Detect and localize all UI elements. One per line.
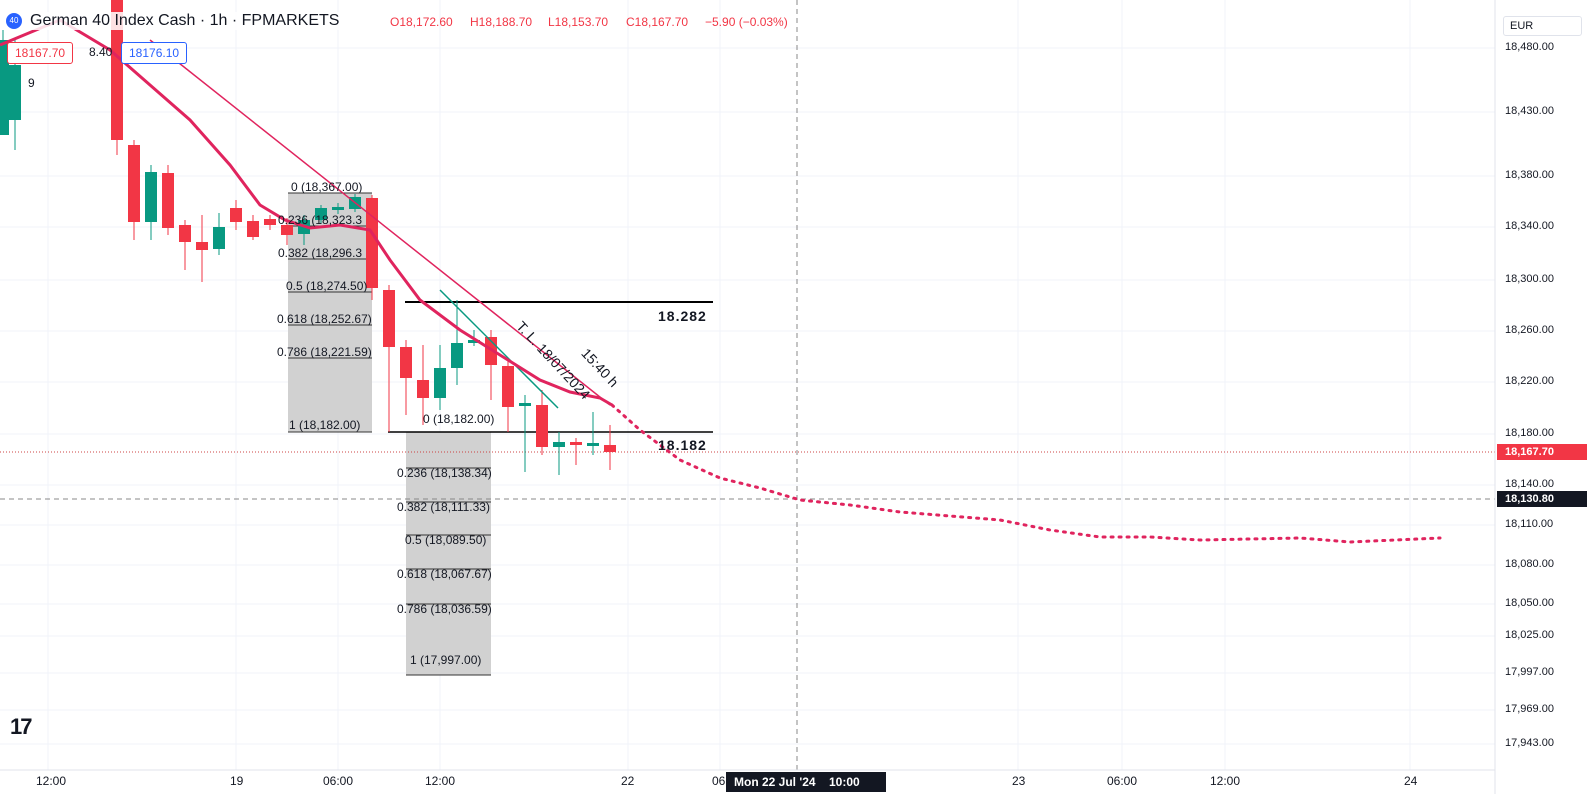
candle-body <box>451 343 463 368</box>
fib-label: 0.236 (18,138.34) <box>397 466 492 480</box>
price-label: 18,480.00 <box>1505 41 1554 53</box>
ohlc: L18,153.70 <box>548 15 609 29</box>
time-label: 22 <box>621 774 635 788</box>
fib-label: 0.618 (18,252.67) <box>277 312 372 326</box>
ohlc: H18,188.70 <box>470 15 533 29</box>
price-label: 17,997.00 <box>1505 666 1554 678</box>
fib-label: 0.5 (18,089.50) <box>405 533 487 547</box>
candle-body <box>128 145 140 222</box>
price-label: 18,430.00 <box>1505 105 1554 117</box>
currency-select[interactable]: EUR <box>1503 16 1583 36</box>
spread: 8.40 <box>89 45 113 59</box>
fib-label: 0 (18,182.00) <box>423 412 495 426</box>
candle-body <box>366 198 378 288</box>
candle-body <box>468 340 480 343</box>
time-label: 06 <box>712 774 726 788</box>
candle-body <box>230 208 242 222</box>
candle-body <box>213 227 225 249</box>
candle-body <box>145 172 157 222</box>
fib-label: 1 (17,997.00) <box>410 653 482 667</box>
candle-body <box>196 242 208 250</box>
fib-label: 0 (18,367.00) <box>291 180 363 194</box>
fib-label: 0.382 (18,111.33) <box>397 500 490 514</box>
indicator-count: 9 <box>28 76 35 90</box>
forecast <box>610 403 1442 544</box>
candle-body <box>332 207 344 210</box>
candle-body <box>247 221 259 237</box>
level-label: 18.282 <box>658 308 707 324</box>
candle-body <box>604 445 616 452</box>
price-label: 18,180.00 <box>1505 427 1554 439</box>
last-price-tag: 18,167.70 <box>1497 444 1587 460</box>
symbol-badge: 40 <box>6 13 22 29</box>
crosshair-price-tag: 18,130.80 <box>1497 491 1587 507</box>
candle-body <box>519 403 531 406</box>
price-label: 18,300.00 <box>1505 273 1554 285</box>
price-label: 18,080.00 <box>1505 558 1554 570</box>
candle-body <box>417 380 429 398</box>
ohlc: C18,167.70 <box>626 15 689 29</box>
time-label: 24 <box>1404 774 1418 788</box>
price-label: 18,110.00 <box>1505 518 1554 530</box>
ohlc: −5.90 (−0.03%) <box>705 15 788 29</box>
candle-body <box>111 0 123 140</box>
candle-body <box>0 40 9 135</box>
crosshair-time-tag: Mon 22 Jul '24 <box>726 772 886 792</box>
tv-logo: 17 <box>10 714 33 739</box>
candle-body <box>570 442 582 445</box>
symbol-title[interactable]: German 40 Index Cash · 1h · FPMARKETS <box>30 12 340 30</box>
candle-body <box>315 208 327 220</box>
trend-line <box>149 39 611 406</box>
fib-label: 0.618 (18,067.67) <box>397 567 492 581</box>
candle-body <box>9 65 21 120</box>
buy-button[interactable]: 18176.10 <box>121 42 188 64</box>
candle-body <box>264 219 276 225</box>
fib-label: 0.786 (18,036.59) <box>397 602 492 616</box>
price-label: 18,220.00 <box>1505 375 1554 387</box>
sell-button[interactable]: 18167.70 <box>7 42 74 64</box>
time-label: 06:00 <box>1107 774 1138 788</box>
fib-label: 1 (18,182.00) <box>289 418 361 432</box>
price-axis <box>1495 0 1587 794</box>
candle-body <box>383 290 395 347</box>
price-label: 18,140.00 <box>1505 478 1554 490</box>
time-label: 06:00 <box>323 774 354 788</box>
candle-body <box>434 368 446 398</box>
crosshair-time-tag: 10:00 <box>829 775 860 789</box>
time-label: 19 <box>230 774 244 788</box>
ohlc: O18,172.60 <box>390 15 453 29</box>
candle-body <box>179 225 191 242</box>
candle-body <box>162 173 174 228</box>
candle-body <box>502 366 514 407</box>
time-label: 12:00 <box>425 774 456 788</box>
fib-label: 0.236 (18,323.3 <box>278 213 363 227</box>
fib-label: 0.786 (18,221.59) <box>277 345 372 359</box>
price-label: 18,380.00 <box>1505 169 1554 181</box>
fib-box <box>406 432 491 675</box>
price-label: 17,969.00 <box>1505 703 1554 715</box>
price-label: 17,943.00 <box>1505 737 1554 749</box>
time-label: 12:00 <box>36 774 67 788</box>
candle-body <box>553 442 565 447</box>
time-label: 12:00 <box>1210 774 1241 788</box>
trend-line <box>439 289 559 409</box>
candle-body <box>536 405 548 447</box>
fib-label: 0.382 (18,296.3 <box>278 246 363 260</box>
price-label: 18,025.00 <box>1505 629 1554 641</box>
candle-body <box>587 443 599 446</box>
candle-body <box>400 347 412 378</box>
level-label: 18.182 <box>658 437 707 453</box>
time-label: 23 <box>1012 774 1026 788</box>
fib-label: 0.5 (18,274.50) <box>286 279 368 293</box>
price-label: 18,260.00 <box>1505 324 1554 336</box>
candle-body <box>281 225 293 235</box>
price-label: 18,340.00 <box>1505 220 1554 232</box>
moving-average <box>0 18 613 407</box>
price-label: 18,050.00 <box>1505 597 1554 609</box>
